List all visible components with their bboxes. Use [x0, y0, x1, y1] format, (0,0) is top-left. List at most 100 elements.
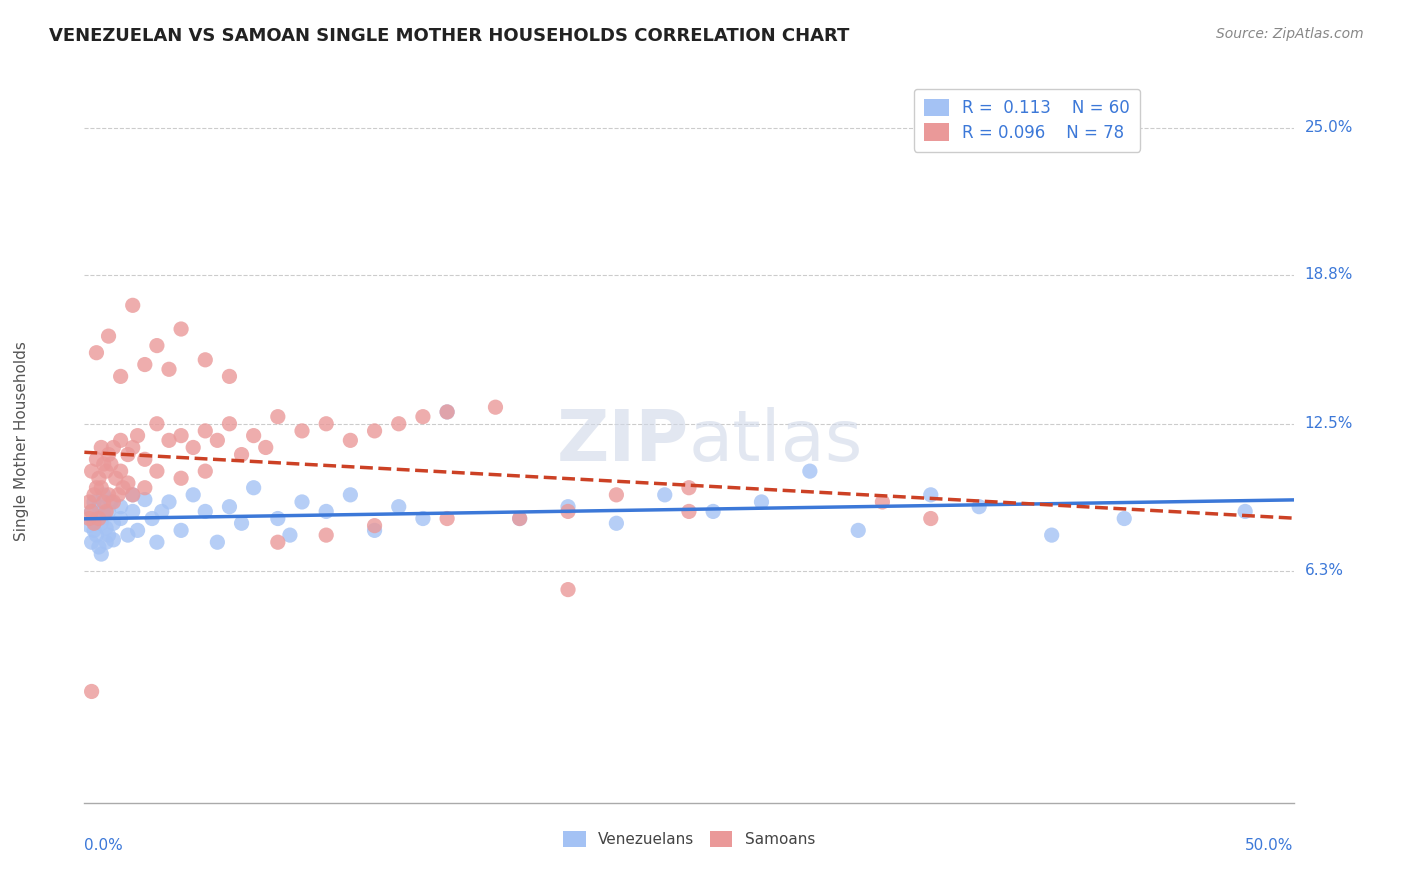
- Point: [363, 518, 385, 533]
- Point: [194, 504, 217, 518]
- Point: [83, 495, 105, 509]
- Point: [134, 452, 156, 467]
- Point: [170, 428, 193, 442]
- Point: [967, 500, 990, 514]
- Point: [181, 441, 204, 455]
- Point: [436, 405, 458, 419]
- Point: [170, 322, 193, 336]
- Point: [77, 495, 100, 509]
- Point: [107, 488, 129, 502]
- Point: [87, 471, 110, 485]
- Point: [339, 434, 361, 448]
- Point: [97, 448, 120, 462]
- Point: [339, 488, 361, 502]
- Legend: Venezuelans, Samoans: Venezuelans, Samoans: [557, 825, 821, 853]
- Point: [920, 488, 942, 502]
- Point: [412, 409, 434, 424]
- Text: 50.0%: 50.0%: [1246, 838, 1294, 853]
- Point: [267, 511, 290, 525]
- Point: [242, 481, 264, 495]
- Text: atlas: atlas: [689, 407, 863, 476]
- Text: VENEZUELAN VS SAMOAN SINGLE MOTHER HOUSEHOLDS CORRELATION CHART: VENEZUELAN VS SAMOAN SINGLE MOTHER HOUSE…: [49, 27, 849, 45]
- Point: [94, 504, 117, 518]
- Point: [194, 464, 217, 478]
- Point: [93, 495, 115, 509]
- Point: [121, 488, 143, 502]
- Point: [117, 528, 139, 542]
- Point: [678, 481, 700, 495]
- Point: [90, 516, 112, 531]
- Point: [157, 434, 180, 448]
- Point: [605, 516, 627, 531]
- Text: Single Mother Households: Single Mother Households: [14, 342, 30, 541]
- Point: [94, 521, 117, 535]
- Point: [218, 369, 240, 384]
- Point: [799, 464, 821, 478]
- Point: [97, 329, 120, 343]
- Point: [112, 481, 135, 495]
- Point: [388, 500, 411, 514]
- Point: [218, 417, 240, 431]
- Point: [509, 511, 531, 525]
- Point: [77, 511, 100, 525]
- Point: [90, 441, 112, 455]
- Text: 25.0%: 25.0%: [1305, 120, 1353, 136]
- Point: [1040, 528, 1063, 542]
- Text: Source: ZipAtlas.com: Source: ZipAtlas.com: [1216, 27, 1364, 41]
- Point: [146, 338, 169, 352]
- Point: [242, 428, 264, 442]
- Text: 12.5%: 12.5%: [1305, 417, 1353, 431]
- Point: [557, 504, 579, 518]
- Point: [678, 504, 700, 518]
- Point: [146, 417, 169, 431]
- Point: [86, 452, 108, 467]
- Point: [83, 488, 105, 502]
- Point: [291, 424, 314, 438]
- Point: [93, 488, 115, 502]
- Point: [103, 533, 125, 547]
- Point: [77, 518, 100, 533]
- Point: [146, 535, 169, 549]
- Point: [181, 488, 204, 502]
- Point: [484, 400, 506, 414]
- Point: [150, 504, 173, 518]
- Point: [80, 504, 103, 518]
- Point: [509, 511, 531, 525]
- Point: [121, 488, 143, 502]
- Point: [110, 434, 132, 448]
- Point: [436, 405, 458, 419]
- Point: [121, 441, 143, 455]
- Point: [141, 511, 163, 525]
- Point: [267, 535, 290, 549]
- Point: [103, 495, 125, 509]
- Text: 6.3%: 6.3%: [1305, 563, 1344, 578]
- Point: [1234, 504, 1257, 518]
- Point: [93, 457, 115, 471]
- Point: [104, 471, 127, 485]
- Point: [134, 481, 156, 495]
- Point: [363, 424, 385, 438]
- Point: [315, 504, 337, 518]
- Point: [134, 492, 156, 507]
- Text: 0.0%: 0.0%: [84, 838, 124, 853]
- Point: [278, 528, 301, 542]
- Point: [170, 471, 193, 485]
- Point: [315, 417, 337, 431]
- Point: [605, 488, 627, 502]
- Point: [388, 417, 411, 431]
- Point: [86, 528, 108, 542]
- Point: [80, 504, 103, 518]
- Point: [97, 504, 120, 518]
- Point: [87, 540, 110, 554]
- Point: [194, 424, 217, 438]
- Point: [110, 500, 132, 514]
- Point: [254, 441, 277, 455]
- Point: [100, 457, 122, 471]
- Point: [86, 511, 108, 525]
- Point: [117, 448, 139, 462]
- Point: [90, 481, 112, 495]
- Point: [231, 516, 253, 531]
- Point: [207, 434, 229, 448]
- Point: [87, 511, 110, 525]
- Point: [86, 345, 108, 359]
